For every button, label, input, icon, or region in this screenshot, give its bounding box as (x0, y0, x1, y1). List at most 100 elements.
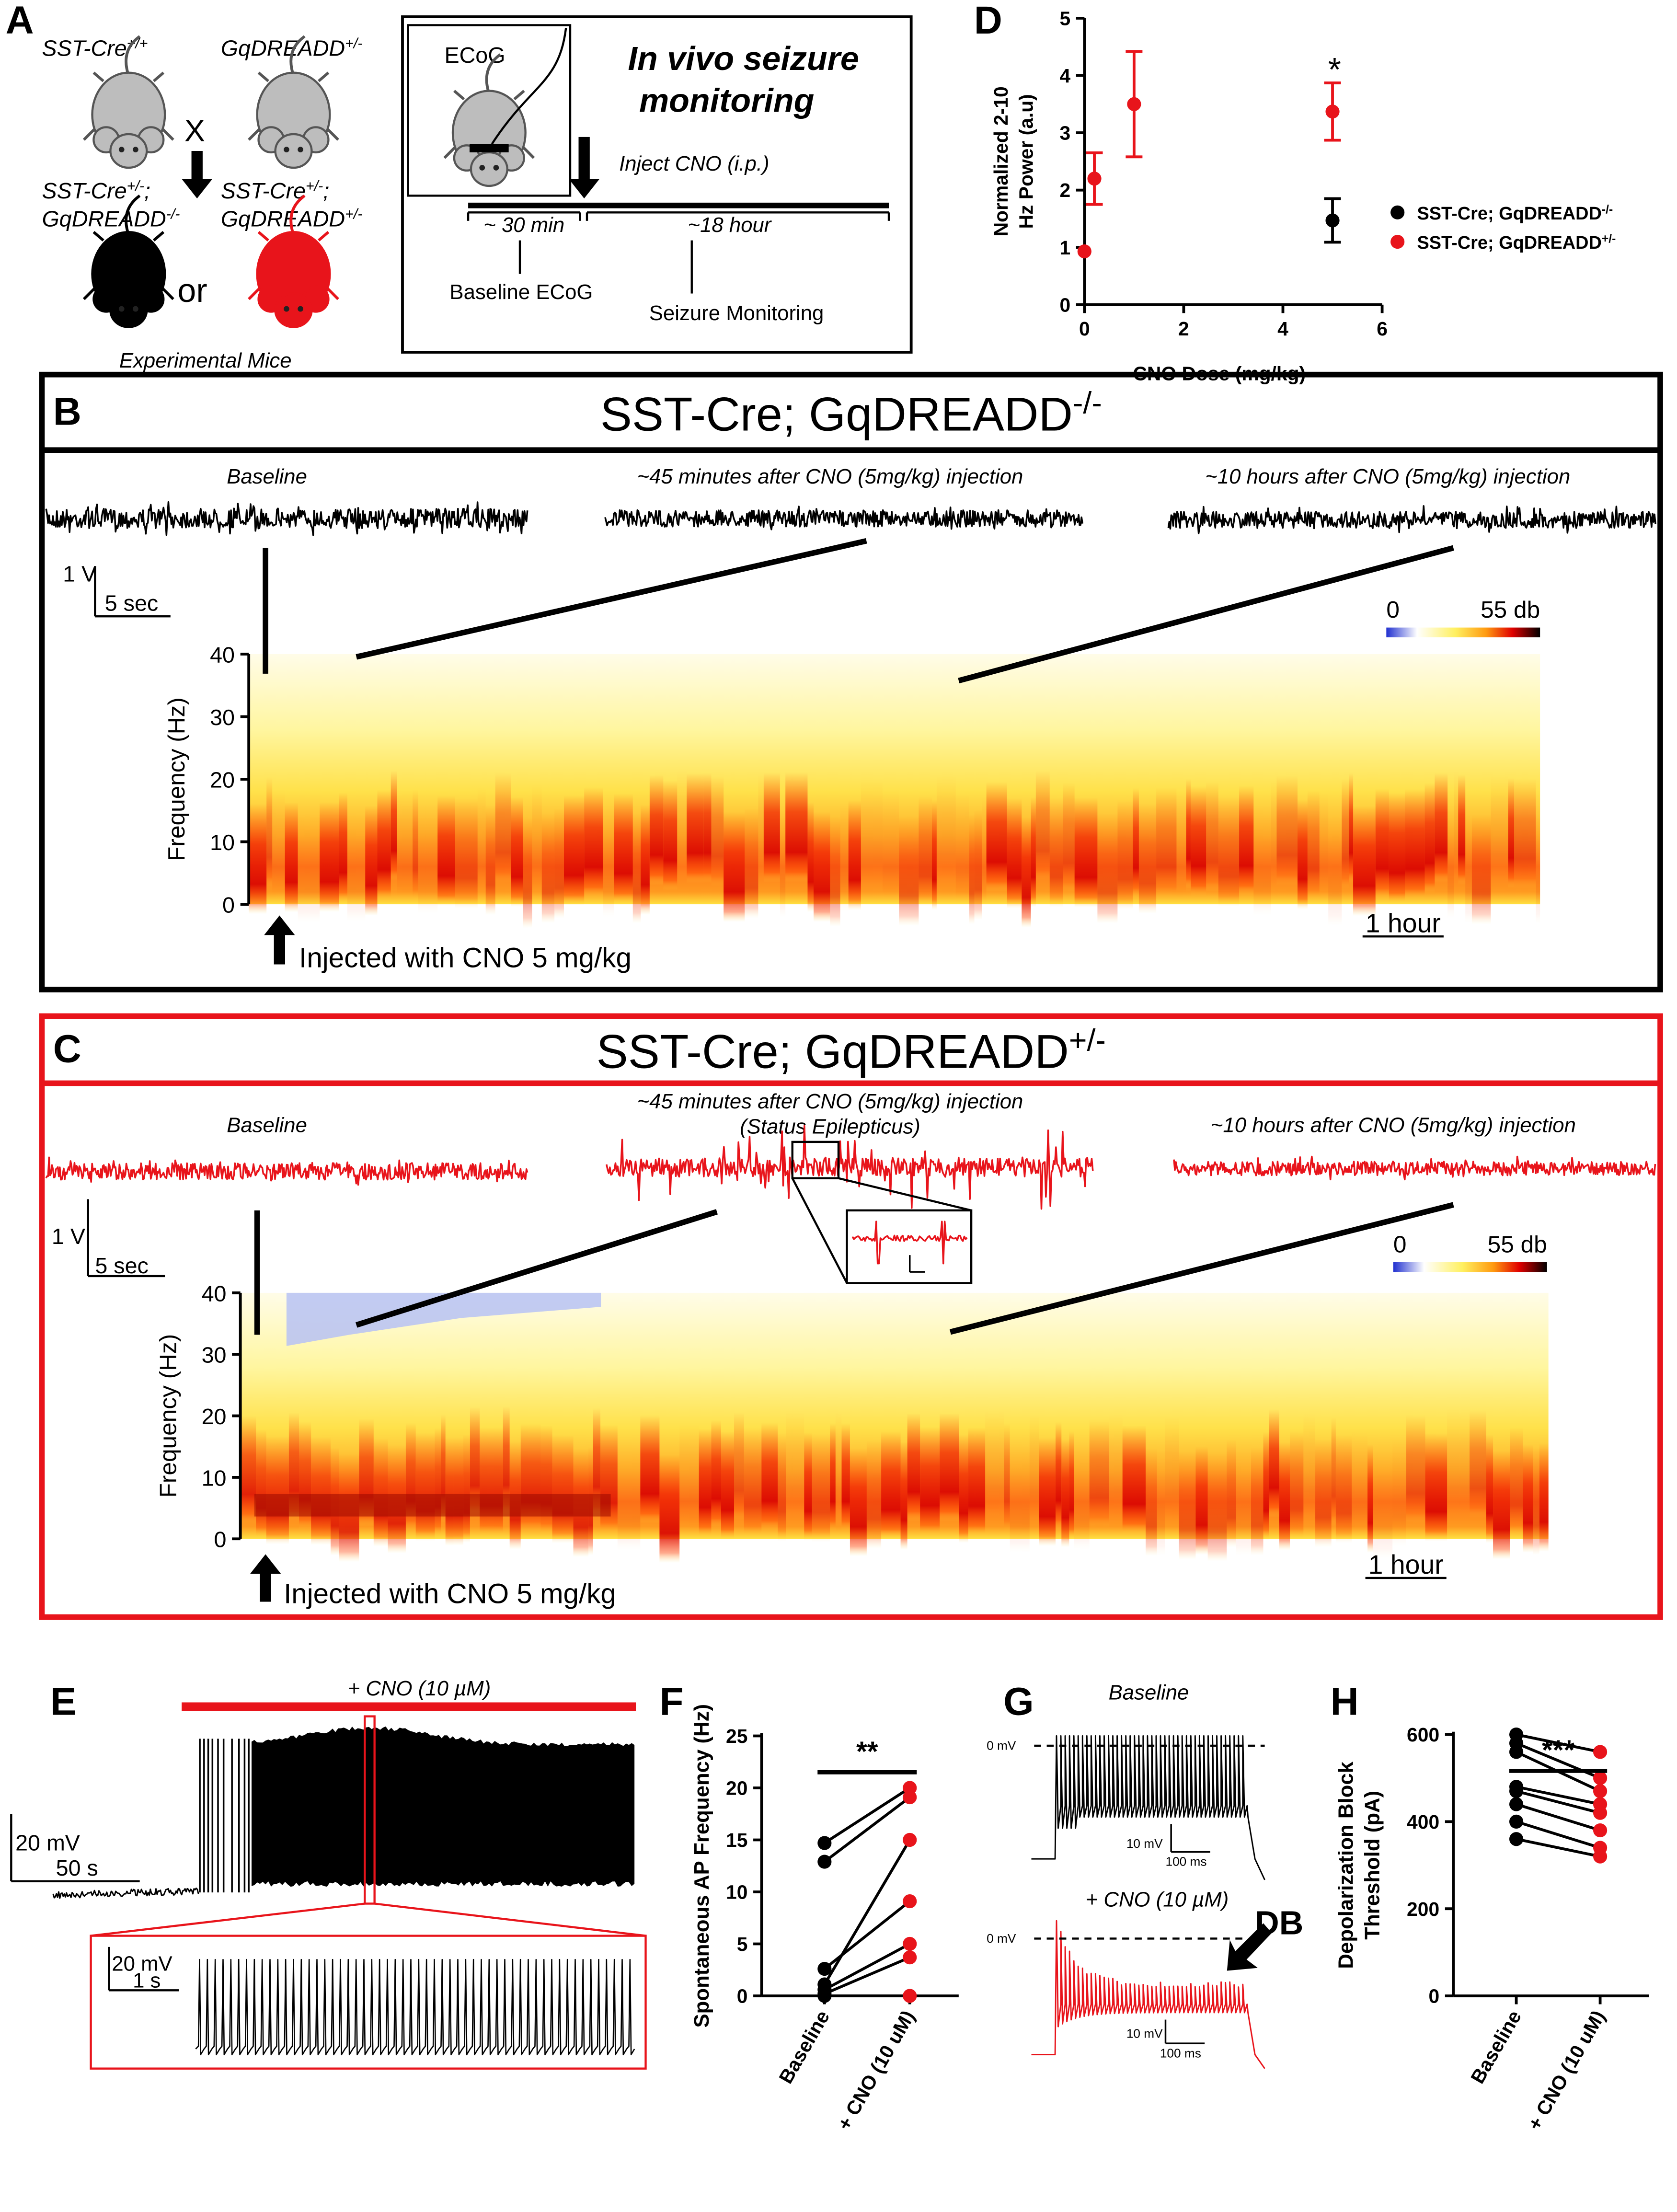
box (407, 24, 572, 197)
spectrogram-band (1109, 1325, 1123, 1522)
panel-letter: H (1331, 1680, 1359, 1724)
spectrogram-band (1063, 692, 1075, 893)
spectrogram-band (1271, 689, 1277, 890)
data-point (1593, 1745, 1608, 1759)
spectrogram-band (745, 718, 758, 918)
label: 1 hour (1368, 1550, 1444, 1579)
mouse-head (109, 133, 148, 169)
spectrogram-band (786, 1321, 804, 1519)
spectrogram-band (1191, 696, 1206, 896)
spectrogram-band (320, 712, 339, 912)
text-part: SST-Cre; GqDREADD (1417, 204, 1601, 224)
spectrogram-band (1035, 680, 1050, 881)
spectrogram-band (1039, 1349, 1056, 1546)
ecog-trace (1173, 1155, 1656, 1181)
label: 1 s (133, 1969, 161, 1992)
spectrogram-band (711, 1331, 721, 1529)
y-axis-label: Hz Power (a.u) (1015, 94, 1037, 229)
spectrogram-band (1122, 1336, 1146, 1534)
label: 5 sec (95, 1253, 149, 1278)
spectrogram-band (1206, 691, 1218, 892)
colorbar-label: 55 db (1488, 1231, 1547, 1257)
y-tick-label: 3 (1059, 122, 1070, 144)
mouse-head (274, 292, 313, 328)
spectrogram-band (1061, 1350, 1069, 1547)
label: GqDREADD+/- (221, 35, 363, 60)
y-axis-label: Frequency (Hz) (163, 697, 190, 861)
line (949, 1202, 1454, 1335)
spectrogram-band (968, 1339, 986, 1536)
spectrogram-band (699, 1340, 712, 1537)
text-part: SST-Cre (42, 178, 127, 203)
y-axis-label: Frequency (Hz) (155, 1334, 182, 1498)
trace-label: Baseline (227, 1113, 307, 1137)
mouse-eye (284, 306, 289, 312)
text-part: +/- (345, 35, 362, 51)
spectrogram-band (1491, 684, 1508, 885)
box (401, 15, 913, 354)
arrow (1227, 1923, 1272, 1971)
text-part: SST-Cre (221, 178, 306, 203)
spectrogram-band (1367, 1356, 1373, 1553)
spectrogram-band (285, 712, 298, 912)
spectrogram-band (347, 721, 366, 922)
legend-marker (1390, 205, 1405, 219)
spectrogram-band (1239, 695, 1254, 896)
label: Seizure Monitoring (649, 301, 824, 325)
spectrogram-band (1251, 1358, 1263, 1555)
spectrogram-band (687, 683, 704, 883)
spectrogram-band (1074, 707, 1098, 908)
arrow (569, 137, 600, 199)
spectrogram-band (679, 1334, 699, 1531)
y-axis-label: Normalized 2-10 (990, 86, 1012, 236)
pair-line (824, 1786, 911, 1844)
x-tick-label: 0 (1079, 318, 1090, 340)
y-tick-label: 10 (726, 1881, 747, 1903)
text-part: -/- (166, 206, 180, 222)
spectrogram-band (511, 706, 523, 907)
text-part: +/- (345, 206, 362, 222)
spectrogram-band (969, 724, 975, 924)
x-tick-label: + CNO (10 uM) (1523, 2006, 1609, 2134)
spectrogram-band (563, 705, 585, 906)
data-point (1077, 244, 1091, 259)
spectrogram-band (1465, 723, 1472, 923)
label: Injected with CNO 5 mg/kg (284, 1578, 616, 1609)
y-tick-label: 25 (726, 1725, 747, 1747)
spectrogram-band (778, 1344, 786, 1541)
spectrogram-band (1406, 1326, 1425, 1523)
data-point (1325, 213, 1340, 228)
mouse-eye (298, 147, 303, 152)
text-part: SST-Cre; GqDREADD (600, 388, 1073, 441)
trace-label: ~45 minutes after CNO (5mg/kg) injection (637, 1090, 1023, 1113)
y-tick-label: 200 (1407, 1898, 1439, 1920)
y-tick-label: 5 (1059, 7, 1070, 29)
pair-line (1516, 1785, 1601, 1806)
data-point (903, 1790, 917, 1805)
y-tick-label: 20 (726, 1777, 747, 1799)
spectrogram-band (721, 1343, 735, 1540)
x-tick-label: 6 (1377, 318, 1388, 340)
spectrogram-band (1290, 1342, 1304, 1539)
label: monitoring (639, 81, 814, 119)
spectrogram-band (1335, 1346, 1352, 1543)
mouse-icon (82, 35, 174, 169)
spectrogram-band (744, 1339, 762, 1536)
spectrogram-band (554, 718, 564, 918)
label: ECoG (445, 43, 505, 68)
pair-line (1516, 1837, 1601, 1858)
mouse-tail (125, 194, 141, 235)
spectrogram-band (1471, 724, 1491, 924)
spectrogram-band (1207, 1364, 1227, 1562)
spectrogram-band (1486, 1346, 1493, 1544)
spectrogram-band (1029, 1325, 1039, 1523)
data-point (817, 1961, 832, 1976)
label: + CNO (10 µM) (1086, 1888, 1229, 1911)
spectrogram-band (256, 1341, 266, 1538)
spectrogram-band (985, 1321, 1004, 1518)
panel-letter: C (53, 1027, 81, 1071)
mouse-head (470, 151, 508, 187)
spectrogram-band (848, 710, 861, 910)
mouse-leg (248, 71, 339, 141)
spectrogram-band (1389, 703, 1405, 903)
